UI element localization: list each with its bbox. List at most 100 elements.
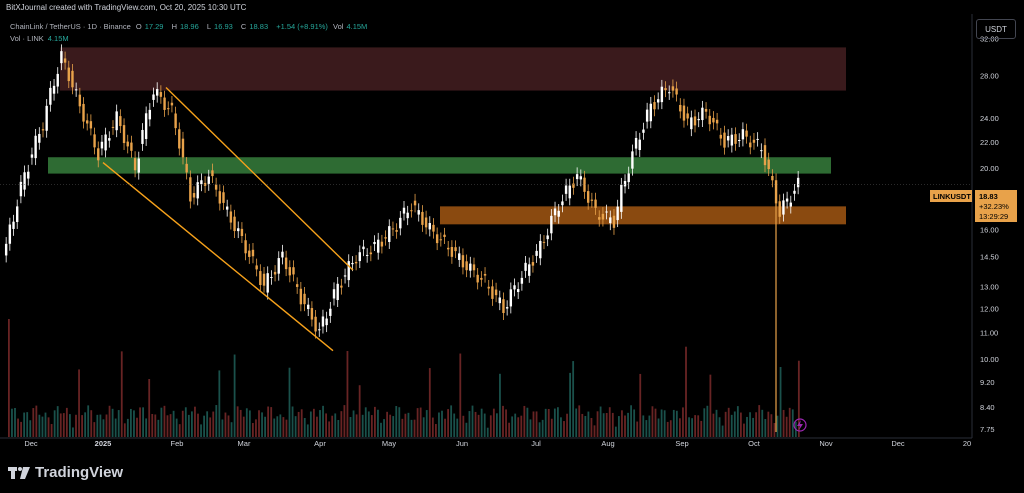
candle-body (288, 267, 292, 276)
candle-body (653, 102, 656, 110)
volume-bar (535, 411, 538, 437)
candle-body (516, 289, 520, 293)
volume-bar (252, 423, 254, 437)
price-tick-label: 28.00 (980, 71, 999, 80)
candle-body (178, 129, 181, 149)
volume-bar (590, 417, 593, 437)
candle-body (767, 159, 770, 170)
candle-body (763, 145, 767, 166)
volume-bar (322, 405, 324, 437)
candle-body (738, 140, 741, 142)
candle-body (568, 185, 571, 199)
candle-body (377, 239, 380, 253)
candle-body (159, 92, 163, 97)
candle-body (413, 200, 417, 206)
volume-bar (563, 421, 565, 437)
volume-bar (325, 413, 327, 437)
volume-bar (575, 408, 578, 437)
candle-body (126, 141, 129, 147)
volume-bar (773, 423, 776, 437)
candle-body (329, 308, 332, 316)
volume-bar (499, 373, 501, 437)
candle-body (240, 228, 244, 237)
candle-body (196, 182, 199, 199)
candle-body (513, 285, 516, 290)
candle-body (133, 158, 137, 171)
volume-bar (480, 408, 483, 437)
volume-bar (465, 422, 468, 437)
candle-body (461, 255, 465, 268)
candle-body (502, 299, 505, 313)
volume-bar (123, 423, 126, 437)
channel-lower-line[interactable] (102, 162, 334, 352)
time-axis[interactable]: Dec 2025 Feb Mar Apr May Jun Jul Aug Sep Oct Nov Dec… (24, 439, 971, 448)
candle-body (752, 139, 756, 143)
candle-body (41, 129, 45, 131)
candle-body (520, 277, 524, 284)
volume-bar (47, 417, 50, 437)
candle-body (546, 235, 549, 240)
time-tick-label: Jun (456, 439, 468, 448)
candle-body (668, 92, 671, 94)
legend-close: C 18.83 (240, 22, 269, 31)
lightning-icon[interactable] (793, 418, 807, 432)
volume-bar (566, 413, 568, 437)
candle-body (233, 216, 236, 232)
volume-bar (355, 414, 358, 437)
candle-body (399, 217, 402, 229)
channel-upper-line[interactable] (165, 86, 354, 271)
volume-bar (669, 420, 672, 437)
candle-body (34, 135, 37, 159)
candle-body (682, 105, 686, 121)
volume-bar (755, 412, 758, 437)
volume-bar (273, 418, 276, 437)
candle-body (701, 107, 704, 121)
candle-body (292, 267, 295, 275)
volume-bar (425, 410, 428, 437)
volume-bar (557, 407, 559, 437)
legend-symbol[interactable]: ChainLink / TetherUS · 1D · Binance (10, 22, 131, 31)
volume-bar (392, 416, 395, 437)
volume-bar (611, 412, 614, 437)
price-tick-label: 8.40 (980, 403, 995, 412)
volume-bar (657, 418, 660, 437)
candle-body (78, 94, 82, 107)
volume-bar (685, 346, 687, 437)
candle-body (697, 118, 700, 121)
price-chart[interactable]: 7.75 8.40 9.20 10.00 11.00 12.00 13.00 14.50 16.… (0, 0, 1024, 453)
volume-bar (334, 413, 337, 437)
currency-button[interactable]: USDT (976, 19, 1016, 39)
time-tick-label: Dec (24, 439, 38, 448)
candle-body (487, 286, 490, 289)
candle-body (524, 262, 527, 271)
zone-green-support[interactable] (48, 157, 831, 174)
volume-bar (81, 415, 83, 437)
candle-body (395, 230, 398, 232)
volume-bar (401, 418, 404, 437)
candle-body (251, 249, 255, 257)
volume-bar (172, 410, 175, 437)
price-axis[interactable]: 7.75 8.40 9.20 10.00 11.00 12.00 13.00 14.50 16.… (980, 35, 999, 434)
volume-bar (395, 406, 398, 437)
time-tick-label: Dec (891, 439, 905, 448)
tradingview-logo[interactable]: TradingView (8, 464, 123, 481)
candle-body (56, 73, 59, 87)
candle-body (148, 109, 152, 120)
candle-body (137, 158, 140, 173)
volume-bar (233, 354, 236, 437)
candle-body (347, 261, 350, 281)
volume-bar (14, 407, 16, 437)
volume-bar (133, 410, 135, 437)
candle-body (281, 251, 284, 258)
zone-supply[interactable] (60, 47, 846, 91)
candle-body (104, 134, 107, 151)
candle-body (369, 252, 373, 255)
volume-bar (538, 422, 541, 437)
volume-bar (294, 416, 297, 437)
candle-body (660, 86, 664, 103)
candle-body (16, 206, 19, 222)
candle-body (634, 137, 638, 149)
candle-body (564, 185, 568, 194)
zone-orange-support[interactable] (440, 206, 846, 225)
candle-body (167, 108, 170, 110)
